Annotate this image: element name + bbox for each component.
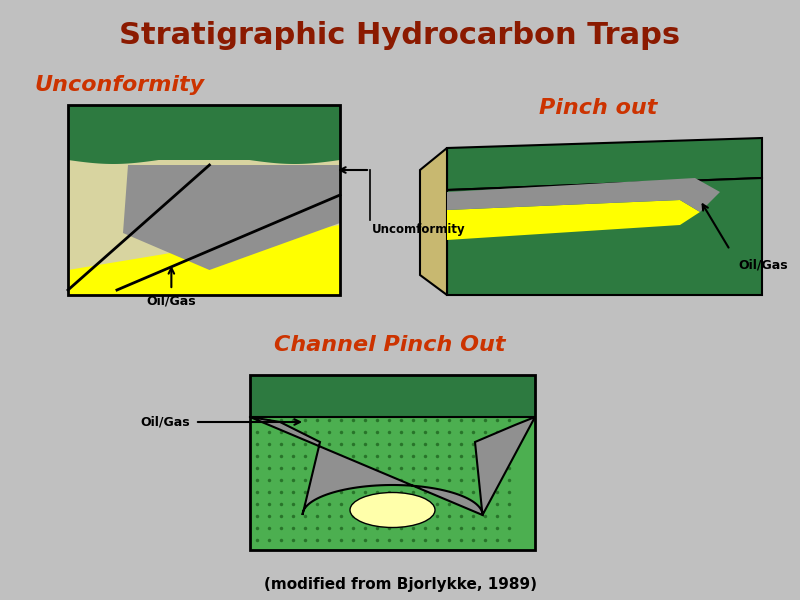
Ellipse shape — [350, 493, 435, 527]
Polygon shape — [447, 138, 762, 190]
Polygon shape — [447, 200, 700, 240]
Text: Uncomformity: Uncomformity — [372, 223, 466, 236]
Bar — [250, 375, 535, 550]
Polygon shape — [447, 178, 762, 295]
Text: Oil/Gas: Oil/Gas — [140, 415, 190, 428]
Text: Unconformity: Unconformity — [35, 75, 205, 95]
Polygon shape — [123, 165, 340, 270]
Text: Stratigraphic Hydrocarbon Traps: Stratigraphic Hydrocarbon Traps — [119, 20, 681, 49]
Bar — [250, 375, 535, 417]
Polygon shape — [68, 105, 340, 160]
Polygon shape — [68, 105, 340, 295]
Text: Pinch out: Pinch out — [539, 98, 657, 118]
Bar — [68, 105, 340, 295]
Polygon shape — [250, 417, 535, 515]
Polygon shape — [420, 148, 447, 295]
Bar — [250, 375, 535, 550]
Polygon shape — [447, 178, 720, 212]
Text: Oil/Gas: Oil/Gas — [738, 258, 788, 271]
Polygon shape — [68, 105, 340, 164]
Text: Oil/Gas: Oil/Gas — [146, 295, 196, 308]
Text: (modified from Bjorlykke, 1989): (modified from Bjorlykke, 1989) — [263, 577, 537, 593]
Polygon shape — [68, 225, 340, 295]
Text: Channel Pinch Out: Channel Pinch Out — [274, 335, 506, 355]
